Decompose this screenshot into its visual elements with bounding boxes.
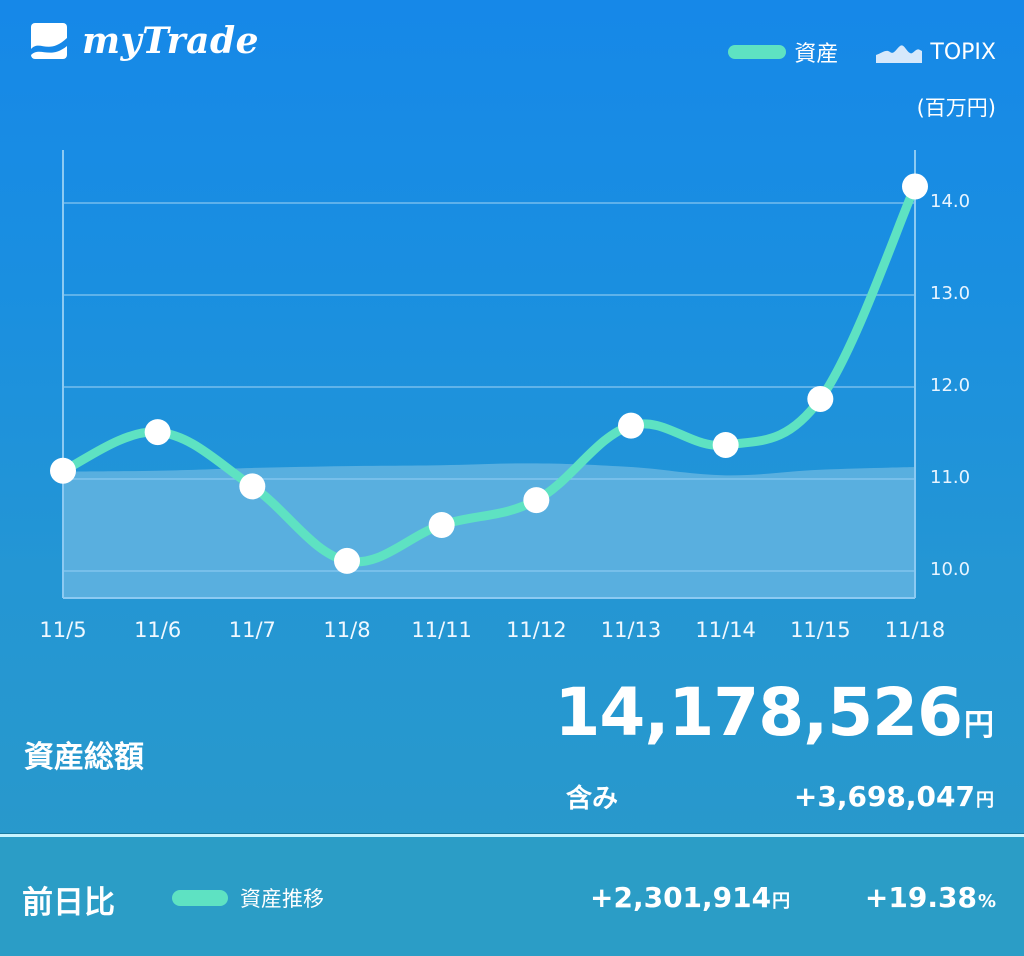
legend-item-asset: 資産 <box>728 36 838 68</box>
x-tick-label: 11/7 <box>228 618 276 642</box>
daily-legend: 資産推移 <box>172 883 324 913</box>
asset-chart: 10.0 11.0 12.0 13.0 14.0 11/5 11/6 11/7 11/8 11/… <box>0 140 1024 660</box>
total-assets-panel: 資産総額 14,178,526 円 含み +3,698,047 円 <box>0 660 1024 835</box>
unit-label: (百万円) <box>916 96 996 120</box>
data-point-marker <box>523 487 550 514</box>
data-point-marker <box>50 457 76 484</box>
x-tick-label: 11/12 <box>506 618 567 642</box>
mountain-area-icon <box>876 45 923 63</box>
y-tick-label: 12.0 <box>930 375 971 396</box>
app-name: myTrade <box>82 20 260 62</box>
unrealized-value: +3,698,047 円 <box>794 780 994 813</box>
asset-line <box>58 181 920 567</box>
total-assets-value: 14,178,526 円 <box>554 674 994 751</box>
x-tick-label: 11/15 <box>790 618 851 642</box>
line-swatch-icon <box>172 890 228 906</box>
daily-legend-label: 資産推移 <box>240 887 324 911</box>
data-point-marker <box>618 412 644 439</box>
data-point-marker <box>334 547 360 574</box>
x-tick-label: 11/8 <box>323 618 371 642</box>
data-point-marker <box>144 419 171 446</box>
legend-item-topix: TOPIX <box>876 40 996 65</box>
data-point-marker <box>239 473 266 500</box>
unrealized-unit: 円 <box>976 790 994 811</box>
unrealized-label: 含み <box>566 784 619 814</box>
x-tick-label: 11/18 <box>884 618 946 642</box>
daily-change-pct-unit: % <box>977 891 996 912</box>
daily-change-unit: 円 <box>772 891 791 912</box>
topix-area <box>63 463 915 598</box>
section-divider <box>0 834 1024 837</box>
y-tick-label: 11.0 <box>930 467 971 488</box>
y-tick-label: 13.0 <box>930 283 971 304</box>
x-tick-label: 11/6 <box>134 618 182 642</box>
data-point-marker <box>712 431 739 458</box>
legend-label-topix: TOPIX <box>930 39 996 65</box>
total-assets-amount: 14,178,526 <box>554 674 963 751</box>
daily-change-amount: +2,301,914 <box>590 881 772 914</box>
x-tick-label: 11/14 <box>695 618 756 642</box>
total-assets-unit: 円 <box>964 708 994 743</box>
unrealized-amount: +3,698,047 <box>793 780 975 813</box>
daily-change-pct-value: +19.38 <box>864 881 977 914</box>
data-point-marker <box>807 385 834 412</box>
legend-label-asset: 資産 <box>794 42 839 67</box>
x-tick-label: 11/13 <box>600 618 662 642</box>
data-point-marker <box>902 173 928 200</box>
y-tick-label: 10.0 <box>930 559 971 580</box>
x-tick-label: 11/11 <box>411 618 472 642</box>
chart-legend: 資産 TOPIX <box>728 36 996 68</box>
chart-canvas <box>50 150 928 599</box>
x-tick-label: 11/5 <box>39 618 87 642</box>
data-point-marker <box>428 512 455 538</box>
line-swatch-icon <box>728 45 787 59</box>
app-logo: myTrade <box>30 20 259 62</box>
wave-chart-logo-icon <box>31 23 67 59</box>
header: myTrade 資産 TOPIX (百万円) <box>0 0 1024 140</box>
daily-change-label: 前日比 <box>22 885 115 921</box>
y-tick-label: 14.0 <box>930 191 971 212</box>
total-assets-label: 資産総額 <box>24 740 144 775</box>
daily-change-percent: +19.38 % <box>865 881 996 914</box>
daily-change-value: +2,301,914 円 <box>590 881 790 914</box>
daily-change-panel: 前日比 資産推移 +2,301,914 円 +19.38 % <box>0 837 1024 956</box>
